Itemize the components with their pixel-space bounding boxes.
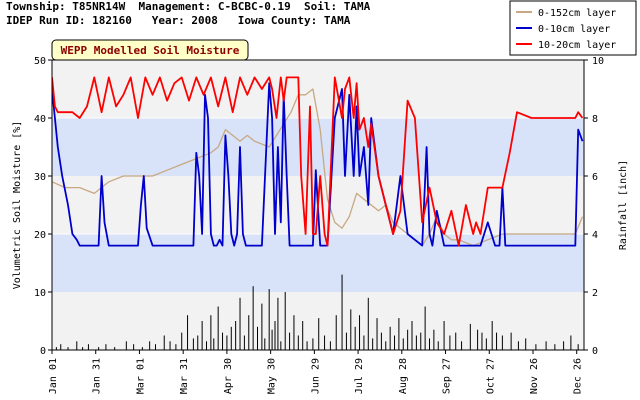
title-box-bg [51, 39, 249, 61]
y2-axis-label: Rainfall [inch] [618, 160, 629, 250]
x-tick-label-7: Jul 29 [354, 358, 365, 394]
header-line-1: Township: T85NR14W Management: C-BCBC-0.… [6, 0, 371, 13]
series-line-2 [52, 76, 584, 247]
chart-title: WEPP Modelled Soil Moisture [61, 44, 240, 57]
x-tick-label-6: Jun 29 [310, 358, 321, 394]
chart-header: Township: T85NR14W Management: C-BCBC-0.… [6, 0, 370, 28]
legend-label-1: 0-10cm layer [538, 24, 610, 35]
x-tick-label-9: Sep 27 [442, 358, 453, 394]
y2-tick-label-2: 4 [592, 230, 598, 241]
y-tick-label-2: 20 [34, 230, 46, 241]
header-line-2: IDEP Run ID: 182160 Year: 2008 Iowa Coun… [6, 14, 351, 27]
x-tick-label-3: Mar 31 [179, 358, 190, 394]
shaded-band-1 [52, 118, 584, 176]
legend: 0-152cm layer 0-10cm layer 10-20cm layer [509, 0, 637, 56]
y2-tick-label-1: 2 [592, 288, 598, 299]
x-tick-label-1: Jan 31 [92, 358, 103, 394]
y-tick-label-1: 10 [34, 288, 46, 299]
x-tick-label-5: May 30 [267, 358, 278, 394]
x-tick-label-10: Oct 27 [485, 358, 496, 394]
x-tick-label-8: Aug 28 [398, 358, 409, 394]
x-tick-label-12: Dec 26 [573, 358, 584, 394]
y2-tick-label-3: 6 [592, 172, 598, 183]
y-tick-label-4: 40 [34, 114, 46, 125]
x-tick-label-4: Apr 30 [223, 358, 234, 394]
y-axis-label: Volumetric Soil Moisture [%] [12, 121, 23, 290]
shaded-band-0 [52, 234, 584, 292]
y-tick-label-0: 0 [40, 346, 46, 357]
y-tick-label-3: 30 [34, 172, 46, 183]
y2-tick-label-4: 8 [592, 114, 598, 125]
legend-label-0: 0-152cm layer [538, 8, 616, 19]
x-tick-label-11: Nov 26 [529, 358, 540, 394]
x-tick-label-2: Mar 01 [135, 358, 146, 394]
x-tick-label-0: Jan 01 [48, 358, 59, 394]
chart-title-box: WEPP Modelled Soil Moisture [51, 39, 249, 61]
legend-label-2: 10-20cm layer [538, 40, 616, 51]
y2-tick-label-5: 10 [592, 56, 604, 67]
series-line-0 [52, 88, 584, 247]
plot-frame [51, 59, 585, 351]
y-tick-label-5: 50 [34, 56, 46, 67]
y2-tick-label-0: 0 [592, 346, 598, 357]
